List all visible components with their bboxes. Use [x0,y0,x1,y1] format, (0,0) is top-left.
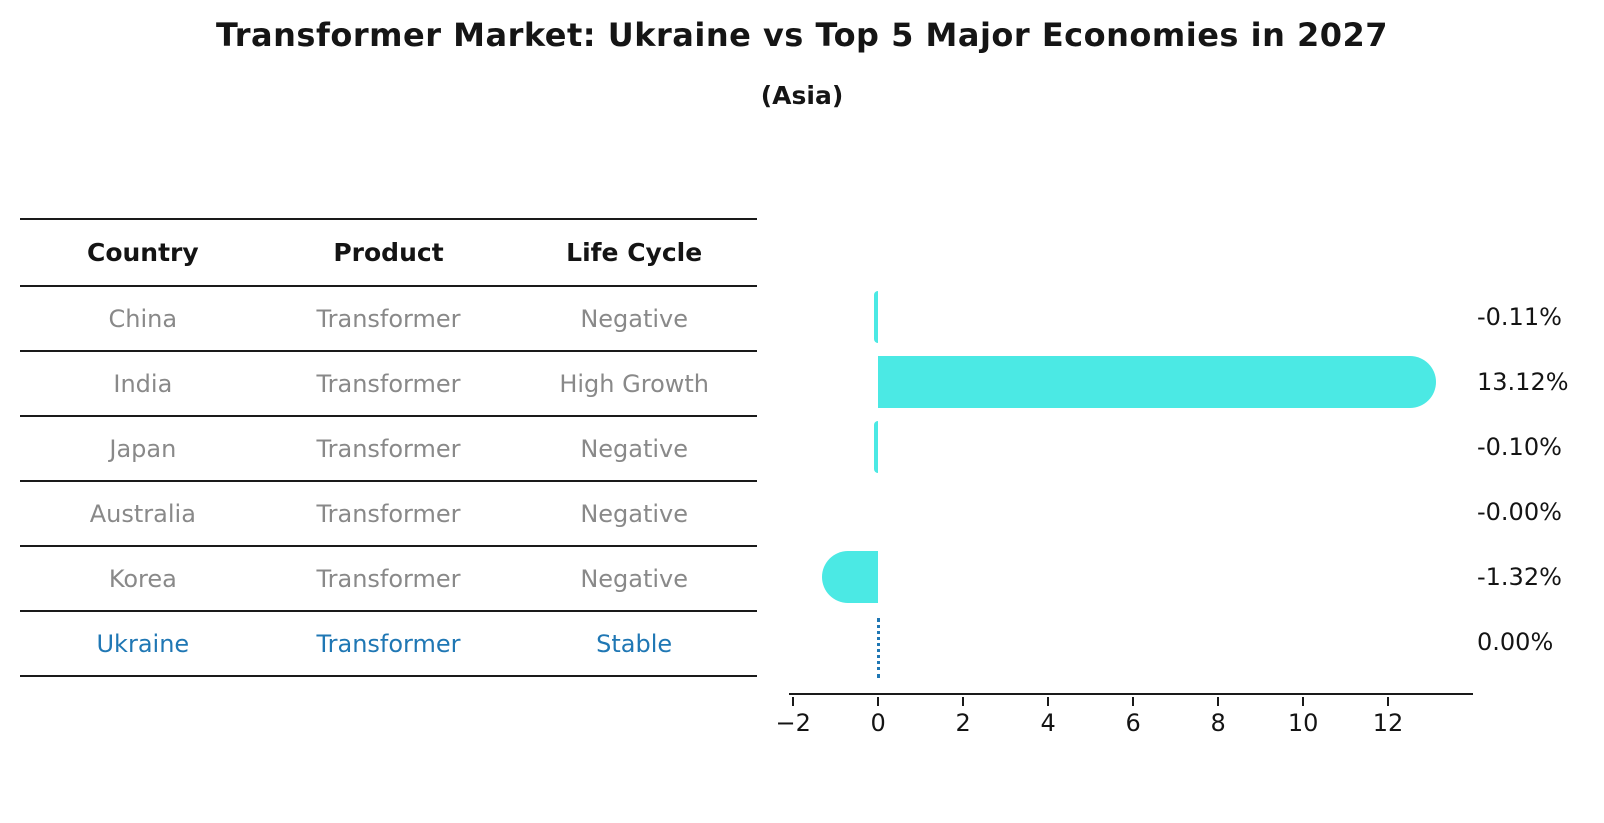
table-header-product: Product [333,238,444,267]
x-tick-label: 4 [1040,709,1056,737]
table-header-row: Country Product Life Cycle [20,220,757,287]
bar-china [873,291,879,343]
x-tick-label: 12 [1372,709,1404,737]
x-tick-label: 2 [955,709,971,737]
bar-india [878,356,1436,408]
value-label-korea: -1.32% [1477,563,1562,591]
table-cell-life-cycle: Negative [580,564,689,593]
x-tick-mark [1387,697,1389,706]
table-cell-country: Japan [109,434,177,463]
table-cell-country: Korea [108,564,177,593]
table-row-india: India Transformer High Growth [20,352,757,417]
x-tick-mark [1217,697,1220,706]
value-label-australia: -0.00% [1477,498,1562,526]
table-cell-life-cycle: Negative [580,499,689,528]
table-row-china: China Transformer Negative [20,287,757,352]
table-cell-product: Transformer [316,369,461,398]
x-tick-mark [962,697,965,706]
table-row-japan: Japan Transformer Negative [20,417,757,482]
bar-japan [874,421,879,473]
table-cell-life-cycle: Negative [580,304,689,333]
country-table: Country Product Life Cycle China Transfo… [20,218,757,677]
x-tick-label: 10 [1287,709,1319,737]
x-tick-mark [1132,697,1135,706]
table-cell-life-cycle: High Growth [559,369,710,398]
value-label-china: -0.11% [1477,303,1562,331]
value-label-ukraine: 0.00% [1477,628,1554,656]
x-tick-mark [877,697,880,706]
x-axis: −2 0 2 4 6 8 10 12 [775,697,1473,747]
x-tick-label: 8 [1210,709,1226,737]
bar-korea [822,551,879,603]
table-cell-country: Australia [89,499,196,528]
x-tick-mark [792,697,795,706]
table-cell-life-cycle: Negative [580,434,689,463]
value-labels-column: -0.11% 13.12% -0.10% -0.00% -1.32% 0.00% [1477,288,1597,695]
x-tick-label: 6 [1125,709,1141,737]
bar-chart-area [789,288,1473,695]
table-row-australia: Australia Transformer Negative [20,482,757,547]
x-tick-mark [1047,697,1050,706]
zero-dotted-line [876,618,880,678]
table-cell-country: China [108,304,178,333]
value-label-india: 13.12% [1477,368,1569,396]
table-row-korea: Korea Transformer Negative [20,547,757,612]
table-cell-product: Transformer [316,434,461,463]
table-cell-country: Ukraine [96,629,190,658]
chart-title: Transformer Market: Ukraine vs Top 5 Maj… [215,16,1389,54]
x-tick-label: 0 [870,709,886,737]
table-cell-product: Transformer [316,629,461,658]
table-cell-product: Transformer [316,304,461,333]
table-cell-product: Transformer [316,564,461,593]
table-row-ukraine: Ukraine Transformer Stable [20,612,757,677]
table-header-country: Country [86,238,199,267]
value-label-japan: -0.10% [1477,433,1562,461]
x-tick-label: −2 [775,709,811,737]
table-cell-product: Transformer [316,499,461,528]
x-tick-mark [1302,697,1305,706]
chart-subtitle: (Asia) [760,81,844,110]
table-cell-life-cycle: Stable [596,629,673,658]
table-header-life-cycle: Life Cycle [566,238,703,267]
table-cell-country: India [113,369,173,398]
